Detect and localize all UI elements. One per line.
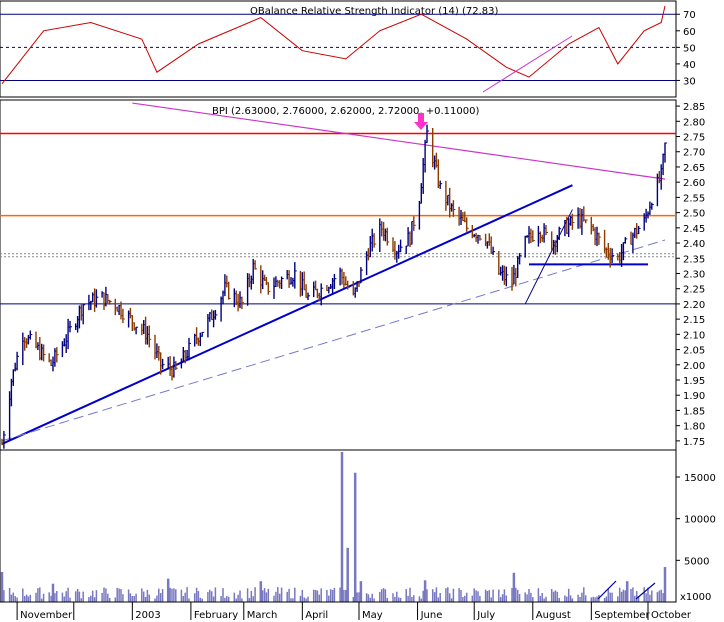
price-ytick-label: 2.65 xyxy=(683,163,705,174)
price-title: BPI (2.63000, 2.76000, 2.62000, 2.72000,… xyxy=(212,106,479,117)
price-ytick-label: 2.00 xyxy=(683,361,705,372)
rsi-ytick-label: 30 xyxy=(683,76,696,87)
downtrend-resistance-line xyxy=(132,102,666,180)
price-ytick-label: 2.20 xyxy=(683,300,705,311)
x-tick-label: May xyxy=(362,610,383,621)
rsi-plot-frame xyxy=(0,0,677,98)
x-tick-label: July xyxy=(476,610,495,621)
x-tick-label: November xyxy=(20,610,73,621)
x-tick-label: October xyxy=(651,610,692,621)
volume-trendline-oct xyxy=(635,582,656,600)
x-tick-label: August xyxy=(536,610,571,621)
x-tick-label: April xyxy=(305,610,328,621)
price-ytick-label: 2.85 xyxy=(683,102,705,113)
x-axis: November 2003 February March April May June Jul… xyxy=(0,601,692,621)
price-ytick-label: 2.35 xyxy=(683,254,705,265)
price-panel: BPI (2.63000, 2.76000, 2.62000, 2.72000,… xyxy=(0,99,705,451)
volume-ytick-label: 15000 xyxy=(684,473,716,484)
long-dashed-trendline xyxy=(1,239,666,442)
price-ytick-label: 2.05 xyxy=(683,346,705,357)
x-tick-label: February xyxy=(194,610,238,621)
x-tick-label: June xyxy=(420,610,443,621)
price-ytick-label: 2.70 xyxy=(683,148,705,159)
rsi-trendline xyxy=(482,35,573,93)
rsi-ytick-label: 40 xyxy=(683,60,696,71)
price-ytick-label: 2.55 xyxy=(683,193,705,204)
price-ytick-label: 2.50 xyxy=(683,209,705,220)
peak-arrow-icon xyxy=(414,113,428,130)
price-ytick-label: 1.80 xyxy=(683,422,705,433)
price-ytick-label: 2.10 xyxy=(683,330,705,341)
x-tick-label: March xyxy=(247,610,277,621)
x-tick-label: 2003 xyxy=(135,610,160,621)
rsi-panel: OBalance Relative Strength Indicator (14… xyxy=(0,0,696,98)
rsi-ytick-label: 70 xyxy=(683,10,696,21)
price-ytick-label: 1.85 xyxy=(683,406,705,417)
price-ytick-label: 1.95 xyxy=(683,376,705,387)
rsi-title: OBalance Relative Strength Indicator (14… xyxy=(250,6,498,17)
price-ytick-label: 2.60 xyxy=(683,178,705,189)
volume-scale-label: x1000 xyxy=(680,592,711,603)
volume-ytick-label: 5000 xyxy=(684,556,709,567)
volume-ytick-label: 10000 xyxy=(684,515,716,526)
price-ytick-label: 2.75 xyxy=(683,133,705,144)
price-ytick-label: 1.75 xyxy=(683,437,705,448)
price-ytick-label: 1.90 xyxy=(683,391,705,402)
x-tick-label: September xyxy=(594,610,650,621)
rsi-ytick-label: 60 xyxy=(683,27,696,38)
price-ytick-label: 2.40 xyxy=(683,239,705,250)
price-ytick-label: 2.80 xyxy=(683,117,705,128)
volume-panel: 15000 10000 5000 x1000 xyxy=(0,449,716,603)
rsi-ytick-label: 50 xyxy=(683,43,696,54)
price-ytick-label: 2.25 xyxy=(683,285,705,296)
rsi-series-line xyxy=(1,5,666,85)
price-ytick-label: 2.30 xyxy=(683,269,705,280)
uptrend-line xyxy=(1,184,573,445)
price-ytick-label: 2.45 xyxy=(683,224,705,235)
volume-trendline-sep xyxy=(597,580,617,600)
price-ytick-label: 2.15 xyxy=(683,315,705,326)
